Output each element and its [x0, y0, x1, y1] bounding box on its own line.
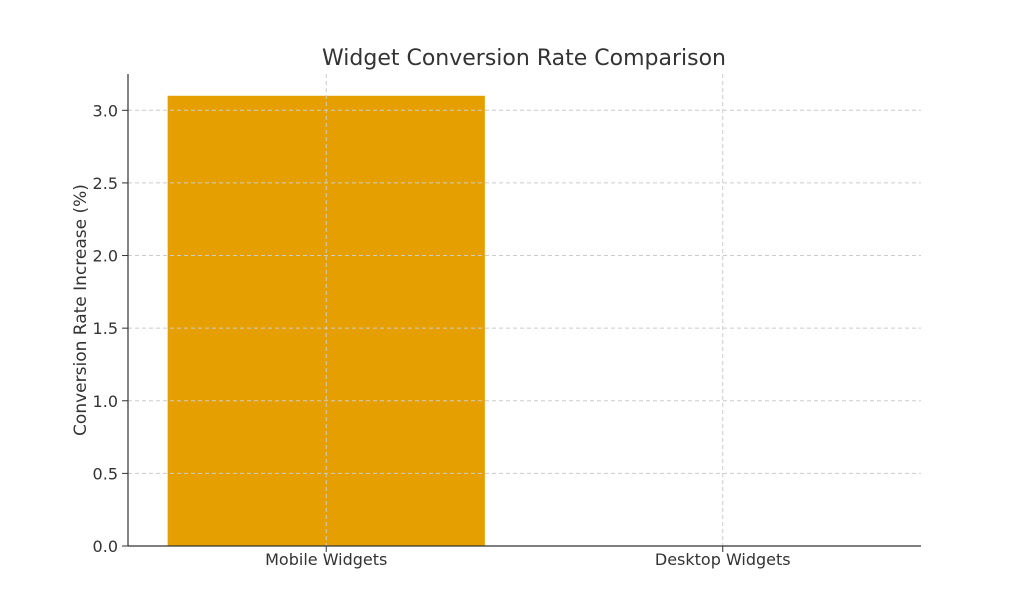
- y-tick-label: 2.5: [93, 174, 118, 193]
- x-tick-label: Mobile Widgets: [265, 550, 387, 569]
- chart-title: Widget Conversion Rate Comparison: [322, 46, 726, 71]
- y-tick-label: 0.5: [93, 464, 118, 483]
- y-tick-label: 0.0: [93, 537, 118, 556]
- x-tick-label: Desktop Widgets: [655, 550, 791, 569]
- grid-lines: [128, 74, 921, 546]
- y-tick-label: 1.0: [93, 392, 118, 411]
- y-tick-label: 1.5: [93, 319, 118, 338]
- tick-labels: 0.0 0.5 1.0 1.5 2.0 2.5 3.0 Mobile Widgets Deskt…: [93, 101, 791, 569]
- y-axis-label: Conversion Rate Increase (%): [71, 184, 91, 436]
- y-tick-label: 2.0: [93, 247, 118, 266]
- y-tick-label: 3.0: [93, 101, 118, 120]
- axes: [122, 74, 921, 552]
